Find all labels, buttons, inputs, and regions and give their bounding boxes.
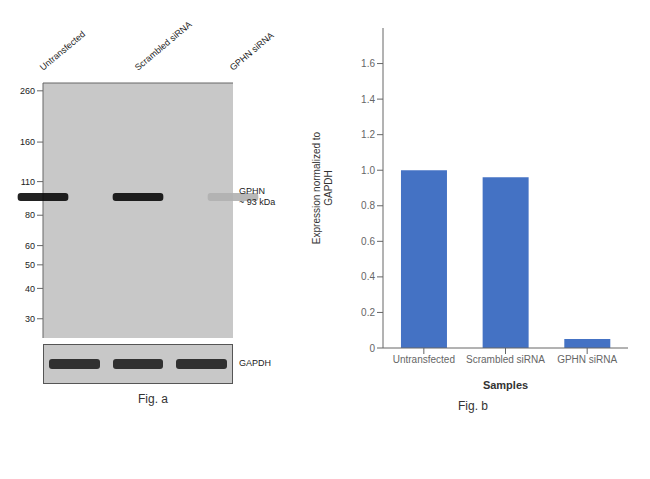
svg-text:Expression normalized toGAPDH: Expression normalized toGAPDH	[311, 131, 334, 244]
svg-text:Scrambled siRNA: Scrambled siRNA	[133, 19, 194, 72]
svg-text:Untransfected: Untransfected	[38, 29, 87, 73]
svg-text:0.6: 0.6	[361, 236, 375, 247]
svg-text:80: 80	[25, 210, 35, 220]
svg-text:0: 0	[369, 343, 375, 354]
svg-text:1.0: 1.0	[361, 165, 375, 176]
svg-text:60: 60	[25, 241, 35, 251]
svg-text:0.4: 0.4	[361, 271, 375, 282]
svg-text:Scrambled siRNA: Scrambled siRNA	[466, 354, 545, 365]
svg-text:0.2: 0.2	[361, 307, 375, 318]
svg-text:40: 40	[25, 284, 35, 294]
svg-text:GPHN~ 93 kDa: GPHN~ 93 kDa	[239, 186, 275, 207]
svg-text:30: 30	[25, 314, 35, 324]
svg-text:160: 160	[20, 137, 35, 147]
svg-text:1.2: 1.2	[361, 129, 375, 140]
svg-text:50: 50	[25, 260, 35, 270]
svg-text:260: 260	[20, 86, 35, 96]
svg-text:Samples: Samples	[483, 379, 528, 391]
svg-text:GPHN siRNA: GPHN siRNA	[557, 354, 617, 365]
svg-text:1.4: 1.4	[361, 94, 375, 105]
html-text:Fig. b: Fig. b	[458, 399, 488, 413]
svg-text:Untransfected: Untransfected	[393, 354, 455, 365]
svg-text:0.8: 0.8	[361, 200, 375, 211]
svg-text:GPHN siRNA: GPHN siRNA	[228, 30, 276, 72]
html-text:GAPDH: GAPDH	[239, 358, 271, 368]
svg-text:1.6: 1.6	[361, 58, 375, 69]
html-text:Fig. a: Fig. a	[138, 392, 168, 406]
svg-text:110: 110	[21, 177, 35, 187]
